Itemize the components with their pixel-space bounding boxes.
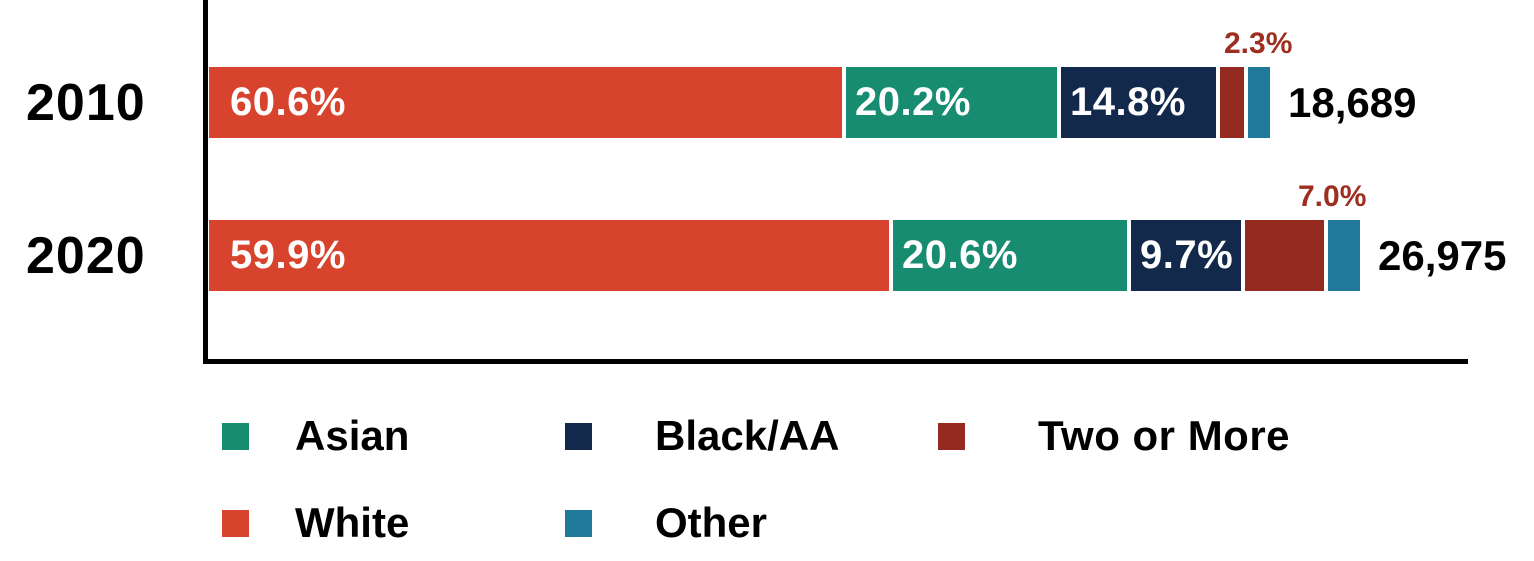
asian-swatch — [222, 422, 249, 450]
segment-two-or-more-2010 — [1220, 67, 1244, 138]
x-axis-line — [203, 359, 1468, 364]
two-or-more-value-2010: 2.3% — [1224, 27, 1293, 60]
segment-asian-2010: 20.2% — [846, 67, 1057, 138]
two-or-more-value-2020: 7.0% — [1298, 180, 1367, 213]
bar-2020: 59.9% 20.6% 9.7% — [209, 220, 1360, 291]
legend-item-white: White — [222, 499, 409, 547]
legend-label-black-aa: Black/AA — [655, 412, 840, 459]
total-label-2010: 18,689 — [1288, 78, 1417, 126]
y-axis-line — [203, 0, 208, 364]
segment-value-label: 60.6% — [230, 80, 346, 124]
black-aa-swatch — [565, 422, 592, 450]
segment-value-label: 9.7% — [1140, 233, 1234, 277]
legend-item-black-aa: Black/AA — [565, 412, 839, 460]
segment-two-or-more-2020 — [1245, 220, 1324, 291]
legend-label-other: Other — [655, 499, 768, 546]
segment-white-2010: 60.6% — [209, 67, 842, 138]
segment-black-aa-2010: 14.8% — [1061, 67, 1216, 138]
legend-label-two-or-more: Two or More — [1038, 412, 1291, 459]
other-swatch — [565, 509, 592, 537]
legend-label-white: White — [295, 499, 410, 546]
segment-other-2010 — [1248, 67, 1270, 138]
segment-white-2020: 59.9% — [209, 220, 889, 291]
segment-value-label: 14.8% — [1070, 80, 1186, 124]
category-label-2010: 2010 — [26, 73, 146, 132]
total-label-2020: 26,975 — [1378, 231, 1507, 279]
segment-other-2020 — [1328, 220, 1360, 291]
segment-value-label: 20.6% — [902, 233, 1018, 277]
legend-item-two-or-more: Two or More — [938, 412, 1290, 460]
two-or-more-swatch — [938, 422, 965, 450]
legend-item-asian: Asian — [222, 412, 409, 460]
segment-black-aa-2020: 9.7% — [1131, 220, 1241, 291]
white-swatch — [222, 509, 249, 537]
segment-value-label: 20.2% — [855, 80, 971, 124]
segment-value-label: 59.9% — [230, 233, 346, 277]
segment-asian-2020: 20.6% — [893, 220, 1127, 291]
legend-item-other: Other — [565, 499, 767, 547]
bar-2010: 60.6% 20.2% 14.8% — [209, 67, 1270, 138]
legend-label-asian: Asian — [295, 412, 410, 459]
category-label-2020: 2020 — [26, 226, 146, 285]
